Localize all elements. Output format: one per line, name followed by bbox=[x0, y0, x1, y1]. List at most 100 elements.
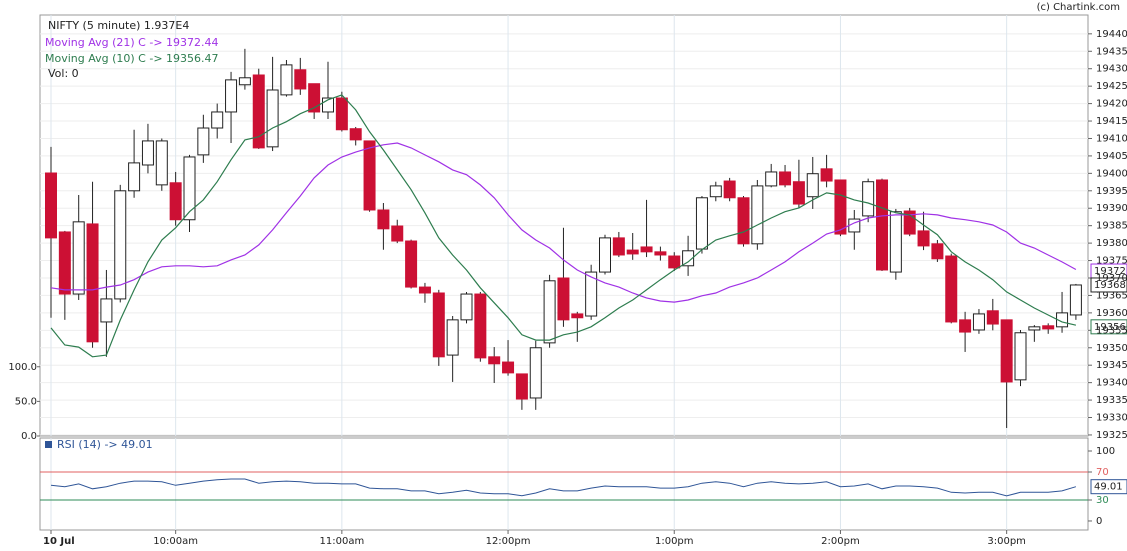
candle-body bbox=[100, 298, 113, 323]
y-tick-label: 19430 bbox=[1096, 64, 1127, 75]
candle-body bbox=[169, 182, 182, 221]
candle-body bbox=[806, 173, 819, 198]
candle-body bbox=[266, 89, 279, 148]
candle-body bbox=[737, 197, 750, 245]
x-tick-label: 1:00pm bbox=[655, 536, 694, 547]
candle-body bbox=[515, 373, 528, 400]
rsi-legend-swatch bbox=[45, 441, 52, 448]
candle-body bbox=[114, 190, 127, 300]
candle-body bbox=[820, 168, 833, 182]
candle-body bbox=[779, 171, 792, 186]
candle-body bbox=[128, 162, 141, 192]
candle-body bbox=[876, 179, 888, 271]
candle-body bbox=[58, 231, 71, 295]
y-tick-label: 19435 bbox=[1096, 46, 1127, 57]
rsi-label: RSI (14) -> 49.01 bbox=[57, 438, 153, 451]
candle-body bbox=[1014, 332, 1027, 381]
candle-body bbox=[294, 69, 307, 90]
y-tick-label: 19415 bbox=[1096, 116, 1127, 127]
y-tick-label: 19410 bbox=[1096, 133, 1127, 144]
candle-body bbox=[141, 140, 154, 166]
x-tick-label: 2:00pm bbox=[821, 536, 860, 547]
y-tick-label: 19365 bbox=[1096, 290, 1127, 301]
y-tick-label: 19350 bbox=[1096, 343, 1127, 354]
candle-body bbox=[488, 356, 501, 365]
price-marker-box bbox=[1090, 319, 1127, 335]
legend-ma21: Moving Avg (21) C -> 19372.44 bbox=[45, 36, 219, 49]
y-tick-label: 19355 bbox=[1096, 325, 1127, 336]
candle-body bbox=[225, 79, 238, 113]
candle-body bbox=[197, 127, 210, 156]
candle-body bbox=[695, 197, 708, 250]
y-tick-label: 19385 bbox=[1096, 221, 1127, 232]
legend-ma10: Moving Avg (10) C -> 19356.47 bbox=[45, 52, 219, 65]
candle-body bbox=[211, 111, 224, 129]
y-tick-label: 19425 bbox=[1096, 81, 1127, 92]
y-tick-label: 19330 bbox=[1096, 413, 1127, 424]
candle-body bbox=[585, 271, 598, 317]
candle-body bbox=[460, 293, 473, 321]
candle-body bbox=[252, 74, 265, 149]
candle-body bbox=[723, 180, 736, 199]
candle-body bbox=[1042, 325, 1055, 330]
y-tick-label: 19325 bbox=[1096, 430, 1127, 441]
marks: 19372 19368 19356 49.01 bbox=[45, 48, 1127, 497]
candle-body bbox=[1069, 284, 1082, 316]
candle-body bbox=[751, 185, 764, 245]
y-tick-label: 19405 bbox=[1096, 151, 1127, 162]
candle-body bbox=[709, 185, 722, 198]
candle-body bbox=[599, 237, 611, 273]
candle-body bbox=[654, 251, 667, 256]
y-tick-label: 19375 bbox=[1096, 256, 1127, 267]
candle-body bbox=[972, 313, 985, 331]
candle-body bbox=[86, 223, 99, 343]
price-marker-label: 19372 bbox=[1094, 266, 1126, 277]
moving-average-line bbox=[50, 94, 1077, 358]
candle-body bbox=[418, 286, 431, 294]
candle-body bbox=[571, 313, 584, 319]
candle-body bbox=[405, 240, 418, 288]
candle-body bbox=[626, 249, 639, 255]
candle-body bbox=[155, 140, 168, 186]
rsi-tick-label: 70 bbox=[1096, 467, 1109, 478]
candle-body bbox=[377, 209, 390, 230]
candle-body bbox=[931, 243, 944, 260]
candle-body bbox=[903, 210, 916, 235]
price-marker-box bbox=[1090, 277, 1127, 293]
y-tick-label: 19370 bbox=[1096, 273, 1127, 284]
rsi-line bbox=[50, 478, 1077, 497]
rsi-tick-label: 0 bbox=[1096, 516, 1102, 527]
x-tick-label: 10:00am bbox=[153, 536, 198, 547]
candle-body bbox=[183, 156, 196, 221]
candle-body bbox=[543, 280, 556, 344]
candle-body bbox=[959, 319, 972, 333]
candle-body bbox=[792, 181, 805, 205]
candle-body bbox=[612, 237, 625, 256]
candle-body bbox=[446, 319, 459, 356]
candle-body bbox=[474, 293, 487, 359]
price-marker-label: 19368 bbox=[1094, 280, 1126, 291]
candle-body bbox=[335, 97, 348, 131]
source: (c) Chartink.com bbox=[1037, 2, 1120, 13]
y-tick-label: 19440 bbox=[1096, 29, 1127, 40]
candle-body bbox=[682, 250, 695, 267]
candle-body bbox=[889, 211, 902, 273]
volume-tick-label: 50.0 bbox=[15, 396, 37, 407]
y-tick-label: 19390 bbox=[1096, 203, 1127, 214]
candle-body bbox=[391, 225, 404, 242]
candle-body bbox=[834, 179, 847, 235]
candle-body bbox=[557, 277, 570, 321]
x-tick-label: 12:00pm bbox=[486, 536, 531, 547]
rsi-tick-label: 100 bbox=[1096, 446, 1115, 457]
candle-body bbox=[1000, 319, 1013, 383]
volume-label: Vol: 0 bbox=[48, 67, 79, 80]
rsi-tick-label: 30 bbox=[1096, 495, 1109, 506]
moving-average-line bbox=[50, 142, 1077, 303]
candle-body bbox=[238, 77, 251, 86]
x-tick-label: 11:00am bbox=[320, 536, 365, 547]
candle-body bbox=[308, 83, 321, 113]
candle-body bbox=[280, 64, 293, 96]
candle-body bbox=[640, 246, 653, 253]
candle-body bbox=[432, 292, 445, 358]
